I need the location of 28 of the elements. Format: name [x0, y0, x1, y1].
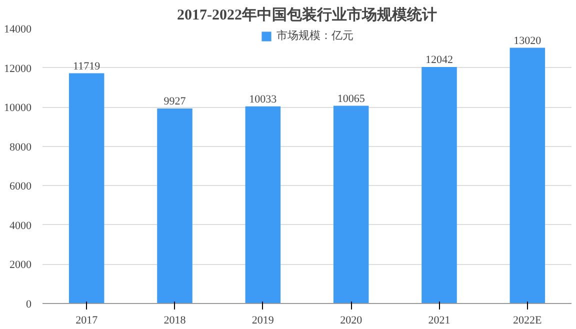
y-tick-label: 10000: [4, 102, 32, 114]
bar: [333, 106, 369, 304]
y-tick-label: 12000: [4, 62, 32, 75]
bar: [422, 66, 457, 304]
bar: [68, 73, 104, 304]
x-tick-label: 2020: [340, 314, 363, 326]
x-tick-label: 2019: [252, 314, 274, 326]
chart-title: 2017-2022年中国包装行业市场规模统计: [177, 6, 437, 24]
y-tick-label: 4000: [10, 220, 32, 232]
bar: [510, 48, 546, 304]
bar: [245, 106, 281, 304]
x-tick-label: 2017: [76, 314, 98, 326]
data-label: 11719: [73, 60, 101, 72]
data-label: 10065: [337, 92, 366, 105]
y-tick-label: 2000: [10, 259, 32, 272]
y-tick-label: 0: [26, 298, 32, 310]
x-tick-label: 2021: [428, 314, 450, 326]
y-tick-label: 6000: [10, 180, 32, 193]
legend-label: 市场规模：亿元: [276, 28, 354, 43]
data-label: 13020: [514, 34, 542, 47]
x-tick-label: 2022E: [513, 314, 542, 326]
bar: [157, 108, 192, 304]
x-tick-label: 2018: [164, 314, 186, 326]
y-tick-label: 8000: [10, 141, 32, 154]
data-label: 10033: [249, 93, 278, 106]
data-label: 9927: [164, 96, 186, 108]
y-tick-label: 14000: [4, 24, 32, 36]
data-label: 12042: [426, 54, 453, 66]
